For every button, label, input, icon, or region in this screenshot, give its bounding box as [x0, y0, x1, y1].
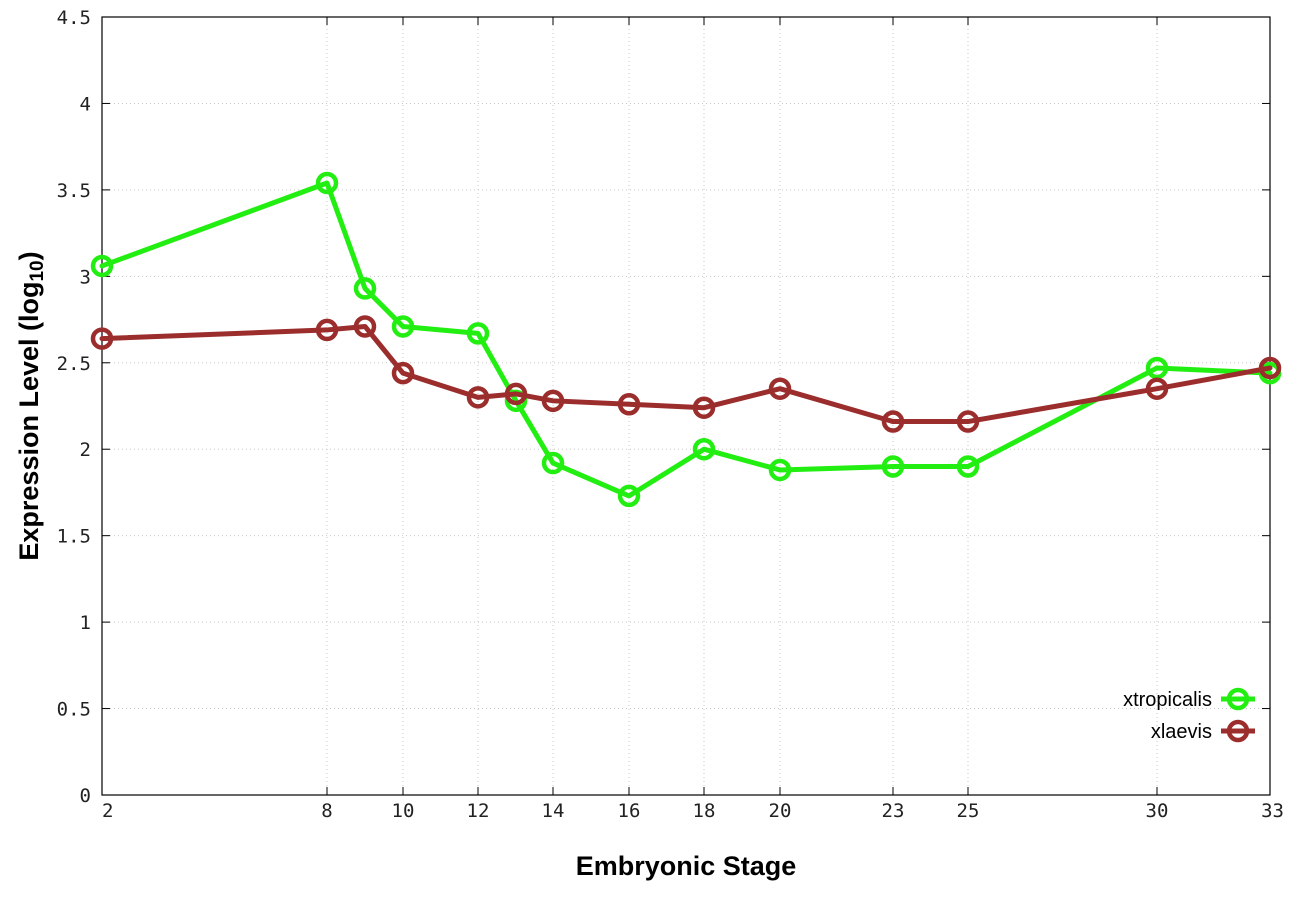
data-point-xlaevis [353, 315, 377, 338]
x-tick-label: 20 [769, 800, 792, 822]
legend-label-xlaevis: xlaevis [1151, 721, 1212, 743]
data-point-xlaevis [956, 410, 980, 433]
y-tick-label: 2 [80, 439, 91, 461]
x-tick-label: 33 [1261, 800, 1284, 822]
data-point-xlaevis [466, 386, 490, 409]
data-point-xlaevis [768, 377, 792, 400]
data-point-xlaevis [90, 327, 114, 350]
y-tick-label: 2.5 [57, 353, 91, 375]
series-group [90, 171, 1282, 508]
data-point-xtropicalis [881, 455, 905, 478]
legend-label-xtropicalis: xtropicalis [1123, 689, 1212, 711]
data-point-xlaevis [1258, 356, 1282, 380]
x-tick-label: 18 [693, 800, 716, 822]
series-xlaevis [90, 315, 1282, 433]
data-point-xtropicalis [541, 451, 565, 475]
data-point-xlaevis [541, 389, 565, 413]
data-point-xtropicalis [391, 315, 415, 338]
y-tick-label: 0.5 [57, 699, 91, 721]
data-point-xtropicalis [617, 484, 641, 508]
data-point-xlaevis [881, 410, 905, 433]
y-tick-label: 1 [80, 612, 91, 634]
x-tick-label: 30 [1146, 800, 1169, 822]
y-tick-label: 4.5 [57, 7, 91, 29]
x-tick-label: 14 [542, 800, 565, 822]
data-point-xtropicalis [353, 277, 377, 300]
y-axis-title: Expression Level (log10) [14, 251, 48, 560]
data-point-xtropicalis [768, 458, 792, 482]
data-point-xtropicalis [466, 322, 490, 345]
x-tick-label: 2 [102, 800, 113, 822]
x-tick-label: 16 [618, 800, 641, 822]
legend-swatch-marker-xtropicalis [1226, 687, 1250, 711]
data-point-xlaevis [617, 393, 641, 416]
data-point-xlaevis [315, 318, 339, 342]
x-tick-label: 10 [392, 800, 415, 822]
data-point-xlaevis [391, 361, 415, 385]
y-axis-title-subscript: 10 [27, 260, 48, 281]
y-tick-label: 3.5 [57, 180, 91, 202]
x-axis-title: Embryonic Stage [576, 851, 797, 881]
data-point-xtropicalis [315, 171, 339, 195]
data-point-xtropicalis [956, 455, 980, 478]
x-tick-label: 8 [321, 800, 332, 822]
x-tick-label: 25 [957, 800, 980, 822]
axis-ticks: 0 0.5 1 1.5 2 2.5 3 3.5 4 4.5 2 8 10 12 14 16 18 20 23 25 30… [57, 7, 1284, 822]
x-tick-label: 12 [467, 800, 490, 822]
data-point-xlaevis [504, 382, 528, 406]
y-tick-label: 1.5 [57, 526, 91, 548]
data-point-xlaevis [1145, 377, 1169, 400]
legend-swatch-marker-xlaevis [1226, 719, 1250, 743]
y-tick-label: 3 [80, 266, 91, 288]
data-point-xtropicalis [90, 254, 114, 278]
series-line-xlaevis [99, 323, 1273, 425]
data-point-xlaevis [692, 396, 716, 419]
data-point-xtropicalis [1145, 356, 1169, 380]
series-xtropicalis [90, 171, 1282, 508]
plot-frame [101, 16, 1271, 796]
y-axis-title-main: Expression Level (log [14, 282, 44, 561]
y-tick-label: 4 [80, 93, 91, 115]
x-tick-label: 23 [882, 800, 905, 822]
data-point-xtropicalis [692, 437, 716, 461]
y-tick-label: 0 [80, 785, 91, 807]
legend: xtropicalis xlaevis [1123, 687, 1255, 743]
y-axis-title-close: ) [14, 251, 44, 260]
